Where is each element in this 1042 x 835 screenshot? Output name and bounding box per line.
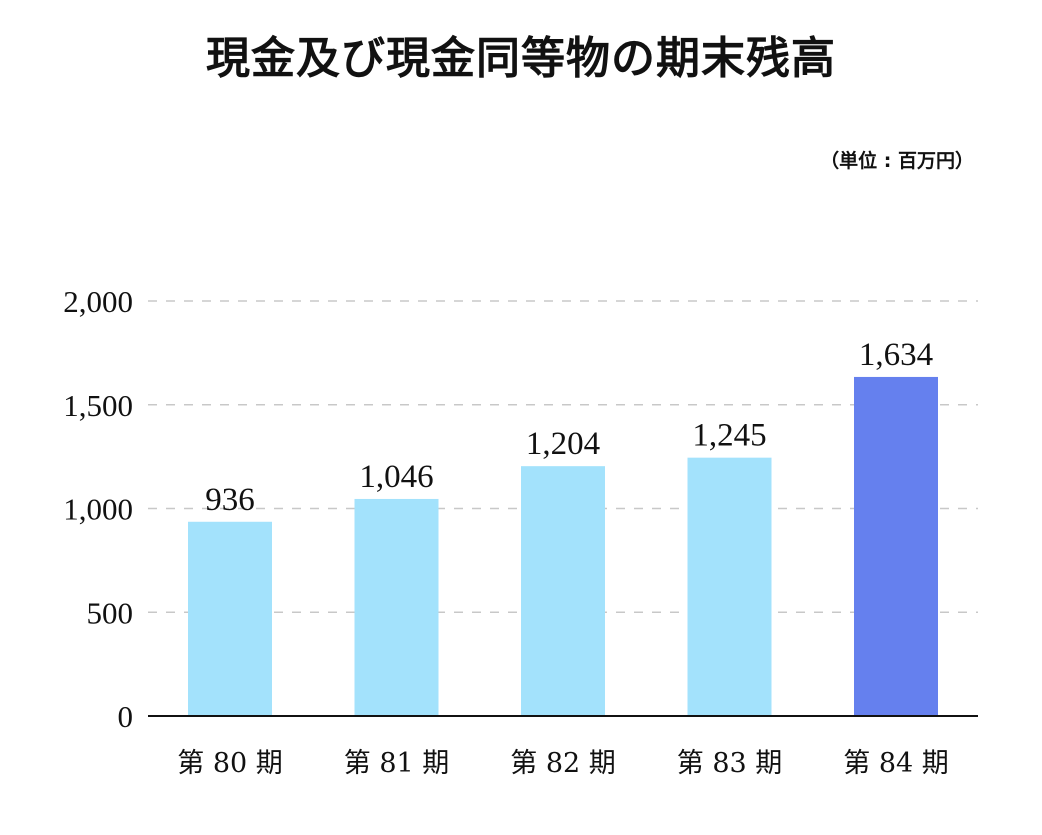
y-tick-label: 1,500 — [63, 388, 133, 423]
x-tick-label: 第 84 期 — [843, 748, 949, 779]
bar — [521, 466, 605, 716]
y-tick-label: 2,000 — [63, 284, 133, 319]
chart-title: 現金及び現金同等物の期末残高 — [206, 33, 836, 84]
value-label: 1,204 — [526, 426, 600, 462]
x-tick-label: 第 80 期 — [177, 748, 283, 779]
value-label: 1,634 — [859, 337, 933, 373]
bars — [188, 376, 938, 716]
y-tick-label: 0 — [118, 699, 134, 734]
value-labels: 936 1,046 1,204 1,245 1,634 — [205, 337, 933, 518]
x-tick-label: 第 81 期 — [344, 748, 450, 779]
value-label: 936 — [205, 482, 255, 518]
x-axis-labels: 第 80 期 第 81 期 第 82 期 第 83 期 第 84 期 — [177, 748, 949, 779]
bar — [188, 521, 272, 716]
x-tick-label: 第 83 期 — [677, 748, 783, 779]
y-tick-label: 500 — [87, 595, 134, 630]
value-label: 1,046 — [359, 459, 433, 495]
bar — [687, 457, 772, 716]
unit-label: （単位 : 百万円） — [820, 150, 974, 172]
y-axis-ticks: 0 500 1,000 1,500 2,000 — [63, 284, 133, 734]
y-tick-label: 1,000 — [63, 492, 133, 527]
value-label: 1,245 — [692, 418, 766, 454]
bar — [354, 498, 439, 716]
x-tick-label: 第 82 期 — [510, 748, 616, 779]
bar — [854, 376, 938, 716]
